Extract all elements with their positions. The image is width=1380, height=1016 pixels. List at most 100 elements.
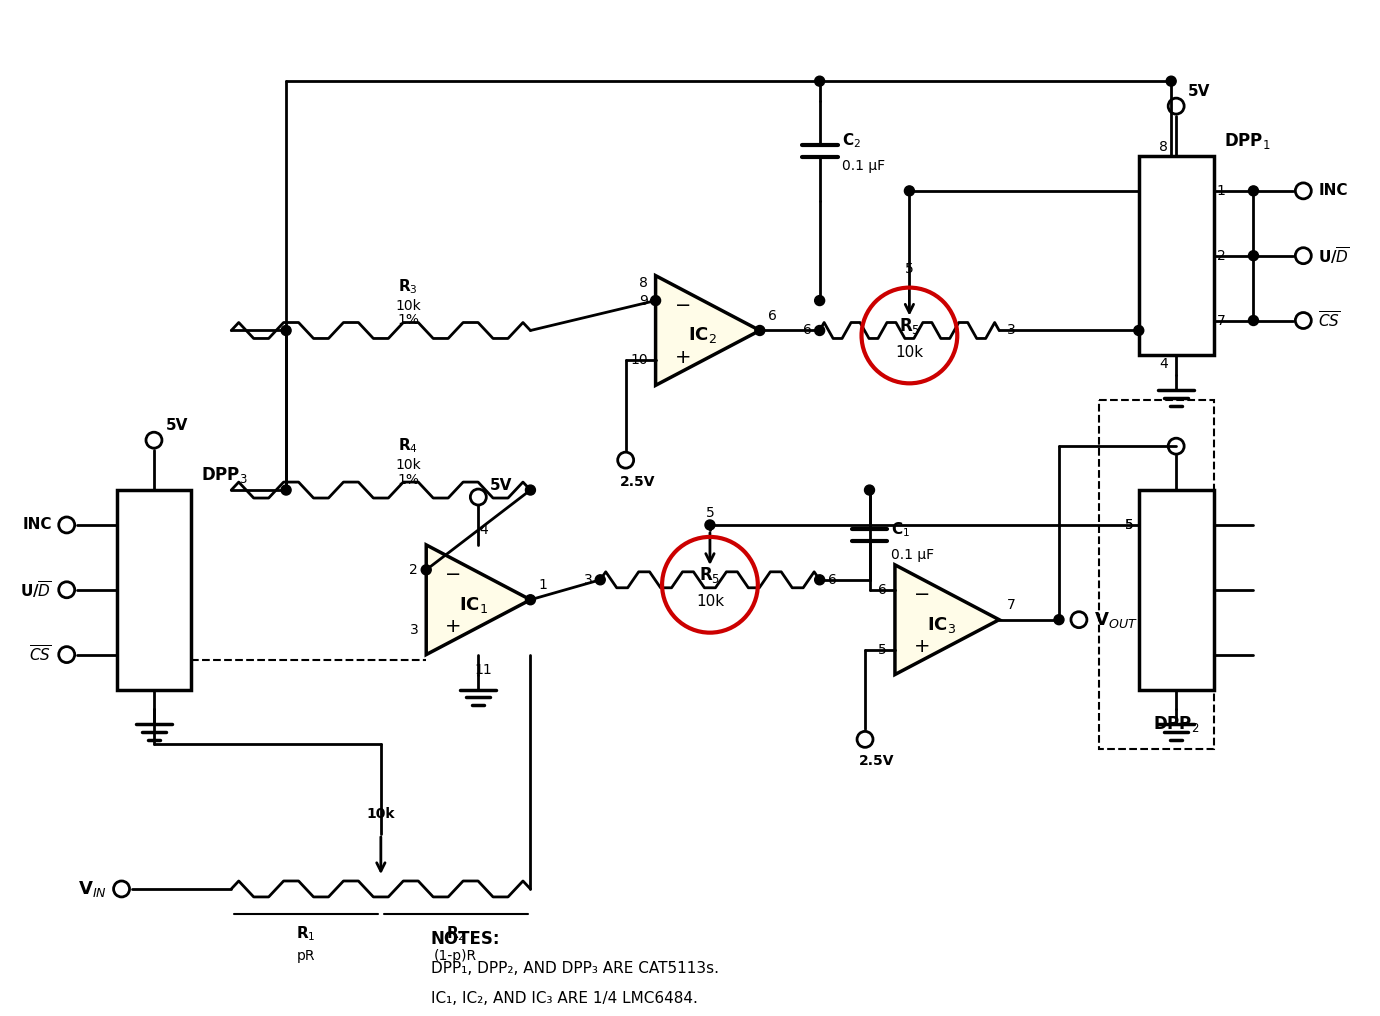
Text: 4: 4 [479,523,487,536]
Bar [1098,400,1213,750]
Text: 0.1 μF: 0.1 μF [842,158,885,173]
Text: 10k: 10k [396,299,421,313]
Text: 3: 3 [410,623,418,637]
Circle shape [282,325,291,335]
Text: R$_5$: R$_5$ [898,316,920,335]
Text: 5: 5 [878,642,887,656]
Text: 2.5V: 2.5V [860,754,894,768]
Text: R$_2$: R$_2$ [446,924,465,943]
Text: IC₁, IC₂, AND IC₃ ARE 1/4 LMC6484.: IC₁, IC₂, AND IC₃ ARE 1/4 LMC6484. [431,992,697,1006]
Text: INC: INC [22,517,51,532]
Text: IC$_3$: IC$_3$ [927,615,956,635]
Circle shape [904,186,915,196]
Text: 10k: 10k [896,344,923,360]
Text: U/$\overline{D}$: U/$\overline{D}$ [21,579,51,600]
Text: DPP₁, DPP₂, AND DPP₃ ARE CAT5113s.: DPP₁, DPP₂, AND DPP₃ ARE CAT5113s. [431,961,719,976]
Text: $-$: $-$ [444,563,461,582]
Circle shape [595,575,606,585]
Circle shape [526,485,535,495]
Text: R$_3$: R$_3$ [399,277,418,296]
Bar [116,490,192,690]
Text: $\overline{CS}$: $\overline{CS}$ [29,644,51,664]
Text: IC$_2$: IC$_2$ [689,325,716,345]
Polygon shape [656,275,760,385]
Text: C$_2$: C$_2$ [842,132,861,150]
Circle shape [421,565,431,575]
Text: 2: 2 [410,563,418,577]
Text: $-$: $-$ [673,294,690,313]
Text: DPP$_3$: DPP$_3$ [201,465,248,485]
Circle shape [814,575,825,585]
Circle shape [1249,316,1259,325]
Text: 5V: 5V [490,478,513,493]
Text: R$_1$: R$_1$ [297,924,316,943]
Circle shape [814,296,825,306]
Circle shape [1054,615,1064,625]
Text: 5V: 5V [166,418,188,433]
Text: 10k: 10k [396,458,421,472]
Text: 1: 1 [538,578,548,591]
Text: $+$: $+$ [444,617,461,636]
Text: DPP$_1$: DPP$_1$ [1224,131,1270,151]
Text: 2: 2 [1217,249,1225,263]
Text: (1-p)R: (1-p)R [435,949,477,963]
Text: $+$: $+$ [673,347,690,367]
Circle shape [864,485,875,495]
Text: 7: 7 [1217,314,1225,327]
Text: 2.5V: 2.5V [620,475,656,489]
Text: NOTES:: NOTES: [431,930,500,948]
Circle shape [282,485,291,495]
Circle shape [814,325,825,335]
Text: C$_1$: C$_1$ [891,520,911,539]
Text: $+$: $+$ [914,637,929,656]
Circle shape [814,76,825,86]
Text: 6: 6 [767,309,777,322]
Text: 3: 3 [584,573,592,587]
Circle shape [1134,325,1144,335]
Text: 1: 1 [1217,184,1225,198]
Text: IC$_1$: IC$_1$ [458,594,487,615]
Text: 5: 5 [905,262,914,275]
Text: 5: 5 [1125,518,1134,532]
Circle shape [705,520,715,530]
Text: 8: 8 [1159,140,1169,154]
Text: 9: 9 [639,294,647,308]
Text: 11: 11 [475,662,493,677]
Text: 10k: 10k [696,594,724,610]
Text: 6: 6 [878,583,887,596]
Circle shape [1249,186,1259,196]
Text: U/$\overline{D}$: U/$\overline{D}$ [1318,245,1350,266]
Text: 5: 5 [1125,518,1134,532]
Text: 5: 5 [705,506,715,520]
Text: DPP$_2$: DPP$_2$ [1152,714,1199,735]
Bar [1138,490,1213,690]
Circle shape [526,594,535,605]
Text: 3: 3 [1007,323,1016,337]
Text: $-$: $-$ [914,583,929,602]
Text: 7: 7 [1007,597,1016,612]
Text: 10k: 10k [367,807,395,821]
Circle shape [650,296,661,306]
Text: INC: INC [1318,183,1348,198]
Circle shape [755,325,765,335]
Text: V$_{OUT}$: V$_{OUT}$ [1094,610,1137,630]
Text: 0.1 μF: 0.1 μF [891,548,934,562]
Text: 6: 6 [828,573,836,587]
Polygon shape [896,565,999,675]
Circle shape [1249,251,1259,261]
Text: R$_4$: R$_4$ [399,437,418,455]
Text: $\overline{CS}$: $\overline{CS}$ [1318,311,1340,330]
Text: R$_5$: R$_5$ [700,565,720,585]
Text: 6: 6 [803,323,811,337]
Polygon shape [426,545,530,654]
Circle shape [1166,76,1176,86]
Text: 5V: 5V [1188,83,1210,99]
Bar [1138,156,1213,356]
Text: pR: pR [297,949,315,963]
Text: 8: 8 [639,275,647,290]
Text: 1%: 1% [397,473,420,487]
Text: V$_{IN}$: V$_{IN}$ [77,879,106,899]
Text: 10: 10 [631,354,647,368]
Text: 4: 4 [1159,358,1169,372]
Text: 1%: 1% [397,314,420,327]
